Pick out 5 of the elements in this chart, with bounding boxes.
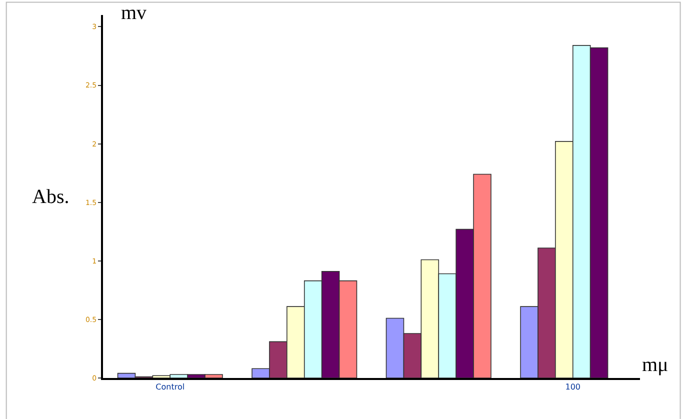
- annotation: mv: [121, 2, 147, 24]
- x-tick-label: 100: [565, 382, 581, 392]
- y-axis-title: Abs.: [32, 186, 70, 208]
- x-tick-label: Control: [156, 382, 185, 392]
- x-axis-title: mμ: [642, 354, 668, 376]
